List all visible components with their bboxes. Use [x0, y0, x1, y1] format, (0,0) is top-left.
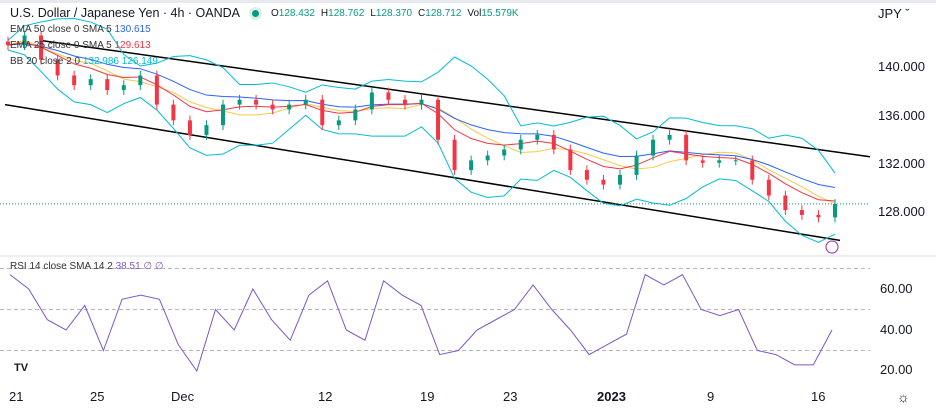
bb-legend[interactable]: BB 20 close 2 0 132.986 126.149	[10, 56, 158, 67]
time-tick: Dec	[171, 389, 195, 404]
tradingview-logo-icon[interactable]: TV	[14, 362, 29, 374]
candle-body	[551, 134, 556, 150]
candle-body	[369, 92, 374, 110]
ema25-legend[interactable]: EMA 25 close 0 SMA 5 129.613	[10, 40, 151, 51]
candle-body	[6, 41, 10, 46]
candle-body	[320, 99, 325, 126]
candle-body	[353, 109, 358, 121]
rsi-tick: 40.00	[880, 322, 913, 337]
candle-body	[105, 79, 110, 91]
candle-body	[171, 104, 176, 121]
time-tick: 9	[707, 389, 715, 404]
candle-body	[485, 155, 490, 161]
candle-body	[651, 139, 656, 156]
rsi-tick: 60.00	[880, 281, 913, 296]
market-status-icon	[251, 9, 259, 17]
candle-body	[469, 160, 474, 171]
candle-body	[138, 75, 143, 86]
currency-selector[interactable]: JPY ˇ	[878, 6, 910, 21]
candle-body	[303, 99, 308, 105]
candle-body	[667, 134, 672, 140]
candle-body	[270, 104, 275, 110]
candle-body	[336, 120, 341, 126]
candle-body	[799, 210, 804, 215]
candle-body	[502, 149, 507, 156]
candle-body	[452, 139, 457, 171]
candle-body	[39, 35, 44, 60]
candle-body	[254, 99, 259, 105]
candle-body	[204, 125, 209, 135]
candle-body	[783, 195, 788, 211]
candle-body	[386, 92, 391, 100]
candle-body	[287, 104, 292, 110]
bb-upper-line	[7, 18, 836, 174]
channel-upper-line	[39, 39, 871, 158]
candle-body	[617, 174, 622, 185]
time-tick: 21	[9, 389, 24, 404]
candle-body	[535, 134, 540, 140]
candle-body	[88, 79, 93, 86]
candle-body	[419, 99, 424, 105]
time-tick: 19	[420, 389, 435, 404]
time-tick: 12	[318, 389, 333, 404]
settings-gear-icon[interactable]: ☼	[897, 389, 910, 405]
ema50-legend[interactable]: EMA 50 close 0 SMA 5 130.615	[10, 24, 151, 35]
candle-body	[684, 134, 689, 161]
candle-body	[22, 35, 27, 46]
candle-body	[733, 160, 738, 162]
candle-body	[72, 75, 77, 86]
channel-lower-line	[4, 103, 841, 242]
rsi-tick: 20.00	[880, 362, 913, 377]
candle-body	[584, 170, 589, 180]
candle-body	[700, 160, 705, 163]
rsi-legend[interactable]: RSI 14 close SMA 14 2 38.51 ∅ ∅	[10, 261, 164, 272]
time-tick: 25	[90, 389, 105, 404]
candle-body	[518, 139, 523, 150]
candle-body	[154, 75, 159, 105]
candle-body	[833, 204, 837, 218]
price-tick: 136.000	[878, 108, 925, 123]
candle-body	[750, 160, 755, 180]
price-tick: 132.000	[878, 156, 925, 171]
candle-body	[55, 59, 60, 76]
candle-body	[187, 120, 192, 135]
price-tick: 128.000	[878, 204, 925, 219]
time-tick: 2023	[597, 389, 626, 404]
candle-body	[634, 155, 639, 175]
candle-body	[221, 104, 226, 126]
chart-header: U.S. Dollar / Japanese Yen · 4h · OANDA …	[10, 6, 519, 20]
candle-body	[717, 160, 722, 163]
symbol-title[interactable]: U.S. Dollar / Japanese Yen · 4h · OANDA	[10, 6, 240, 20]
candle-body	[436, 99, 441, 140]
candle-body	[402, 99, 407, 105]
price-tick: 140.000	[878, 59, 925, 74]
bb-lower-line	[7, 49, 836, 243]
rsi-line	[9, 273, 833, 373]
pane-separator[interactable]	[0, 255, 936, 257]
time-tick: 23	[503, 389, 518, 404]
candle-body	[766, 179, 771, 196]
flash-event-icon	[825, 240, 839, 254]
candle-body	[121, 85, 126, 91]
candle-body	[568, 149, 573, 171]
candle-body	[816, 214, 821, 218]
candle-body	[237, 99, 242, 105]
candle-body	[601, 179, 606, 185]
ohlc-readout: O 128.432 H 128.762 L 128.370 C 128.712 Vol 15.57…	[240, 8, 519, 19]
time-tick: 16	[811, 389, 826, 404]
